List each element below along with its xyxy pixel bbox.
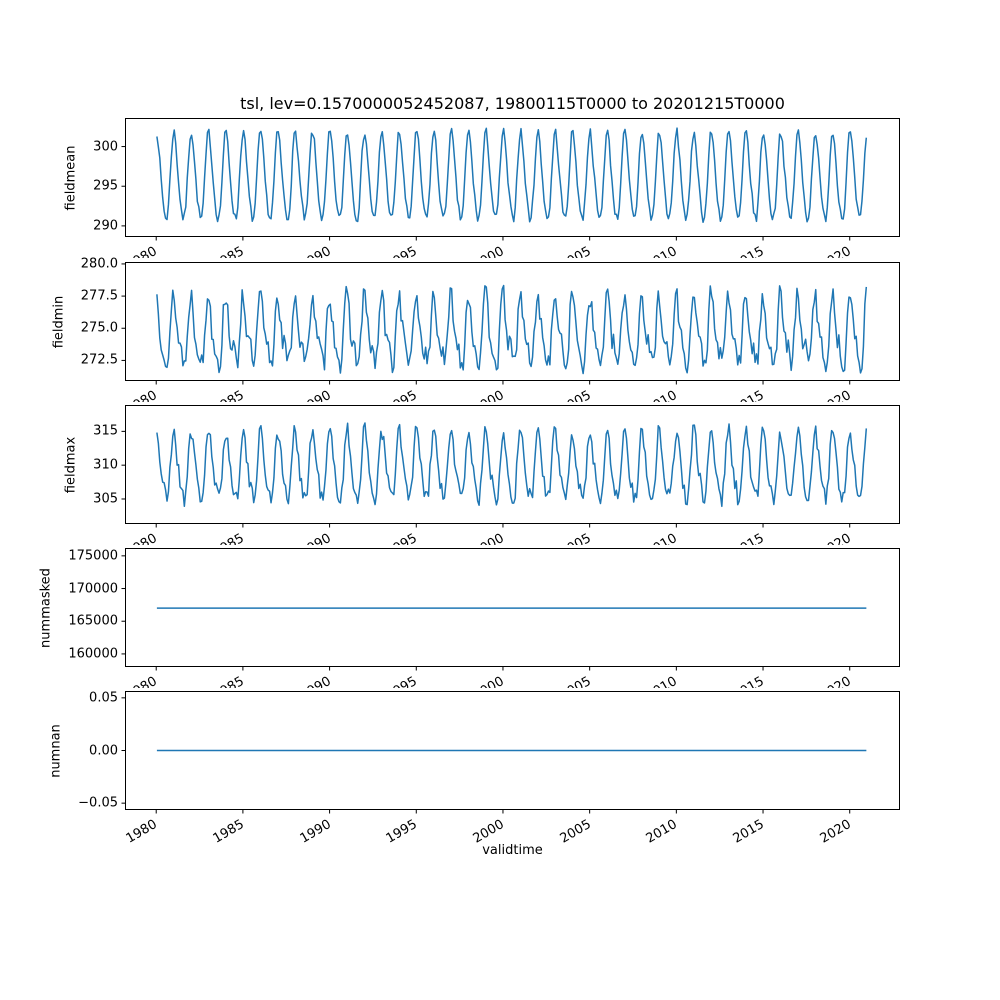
y-tick-label: 175000 <box>68 548 118 564</box>
y-tick-label: 0.00 <box>89 743 118 758</box>
x-tick-label: 1980 <box>125 674 160 688</box>
x-tick-label: 1995 <box>361 244 420 258</box>
series-line-fieldmax <box>156 422 868 508</box>
x-tick-label: 1990 <box>274 388 333 402</box>
x-tick-label: 2010 <box>621 244 680 258</box>
x-tick-label: 2005 <box>534 388 593 402</box>
axes-frame <box>125 118 900 237</box>
y-tick-label: 272.5 <box>80 352 118 368</box>
x-tick-label: 1980 <box>125 388 160 402</box>
x-tick-label: 2015 <box>707 388 767 402</box>
x-tick-label: 1985 <box>187 244 246 258</box>
x-tick-label: 2020 <box>794 388 853 402</box>
plot-area-fieldmax <box>121 405 900 528</box>
x-tick-label: 1995 <box>361 674 420 688</box>
axes-frame <box>125 691 900 810</box>
y-tick-label: −0.05 <box>78 795 118 811</box>
x-tick-label: 2005 <box>534 674 593 688</box>
subplot-numnan: −0.05 0.00 0.05 1980 1985 1990 1995 2000 2005 201… <box>49 690 900 847</box>
x-tick-label: 1985 <box>187 388 246 402</box>
subplot-fieldmax: 305 310 315 1980 1985 1990 1995 2000 2005 2010 201… <box>64 405 900 545</box>
y-axis-label-numnan: numnan <box>48 723 64 778</box>
x-tick-label: 2020 <box>794 674 853 688</box>
y-tick-label: 275.0 <box>80 320 118 336</box>
y-tick-label: 280.0 <box>80 256 118 272</box>
x-tick-label: 2010 <box>621 531 680 545</box>
series-line-fieldmin <box>156 284 868 375</box>
series-line-fieldmean <box>156 127 868 223</box>
y-tick-label: 305 <box>93 491 118 507</box>
x-tick-labels: 1980 1985 1990 1995 2000 2005 2010 2015 2020 <box>125 524 900 545</box>
plot-area-fieldmin <box>121 262 900 385</box>
y-axis-label-fieldmin: fieldmin <box>51 295 67 348</box>
x-tick-label: 2005 <box>534 531 593 545</box>
x-tick-label: 1980 <box>125 244 160 258</box>
y-tick-label: 290 <box>93 218 118 234</box>
y-tick-label: 310 <box>93 457 118 473</box>
y-tick-label: 295 <box>93 178 118 194</box>
x-tick-label: 1985 <box>187 531 246 545</box>
x-tick-label: 1980 <box>125 531 160 545</box>
x-tick-label: 1990 <box>274 531 333 545</box>
plot-area-numnan <box>121 691 900 814</box>
y-axis-label-fieldmean: fieldmean <box>63 145 79 210</box>
x-tick-label: 2015 <box>707 244 767 258</box>
y-tick-label: 170000 <box>68 581 118 597</box>
axes-frame <box>125 262 900 381</box>
subplot-fieldmean: 290 295 300 1980 1985 1990 1995 2000 2005 2010 201… <box>64 118 900 258</box>
y-tick-label: 300 <box>93 139 118 155</box>
x-tick-label: 2020 <box>794 531 853 545</box>
x-tick-label: 1990 <box>274 674 333 688</box>
x-tick-label: 2010 <box>621 674 680 688</box>
x-tick-label: 2015 <box>707 531 767 545</box>
x-axis-label: validtime <box>482 843 543 858</box>
x-tick-label: 1995 <box>361 531 420 545</box>
x-tick-label: 2000 <box>447 674 507 688</box>
chart-title: tsl, lev=0.1570000052452087, 19800115T00… <box>240 94 785 113</box>
x-tick-label: 2005 <box>534 244 593 258</box>
x-tick-label: 1985 <box>187 674 246 688</box>
plot-area-nummasked <box>121 548 900 671</box>
x-tick-label: 1995 <box>361 388 420 402</box>
x-tick-labels: 1980 1985 1990 1995 2000 2005 2010 2015 2020 <box>125 667 900 688</box>
y-tick-label: 315 <box>93 423 118 439</box>
x-tick-label: 2000 <box>447 388 507 402</box>
y-tick-label: 0.05 <box>89 690 118 706</box>
x-tick-label: 1990 <box>274 244 333 258</box>
y-tick-label: 277.5 <box>80 288 118 304</box>
x-tick-labels: 1980 1985 1990 1995 2000 2005 2010 2015 2020 <box>125 237 900 258</box>
y-axis-label-nummasked: nummasked <box>38 567 54 648</box>
x-tick-label: 2000 <box>447 244 507 258</box>
y-axis-label-fieldmax: fieldmax <box>63 436 79 493</box>
subplot-nummasked: 160000 165000 170000 175000 1980 1985 1990 1995… <box>39 548 900 688</box>
y-tick-label: 160000 <box>68 646 118 662</box>
subplot-fieldmin: 272.5 275.0 277.5 280.0 1980 1985 1990 1995 2000… <box>52 256 900 402</box>
axes-frame <box>125 405 900 524</box>
x-tick-label: 2020 <box>794 244 853 258</box>
axes-frame <box>125 548 900 667</box>
x-tick-label: 2015 <box>707 674 767 688</box>
plot-area-fieldmean <box>121 118 900 241</box>
x-tick-labels: 1980 1985 1990 1995 2000 2005 2010 2015 2020 <box>125 381 900 402</box>
y-tick-label: 165000 <box>68 613 118 629</box>
x-tick-label: 2010 <box>621 388 680 402</box>
x-tick-label: 2000 <box>447 531 507 545</box>
